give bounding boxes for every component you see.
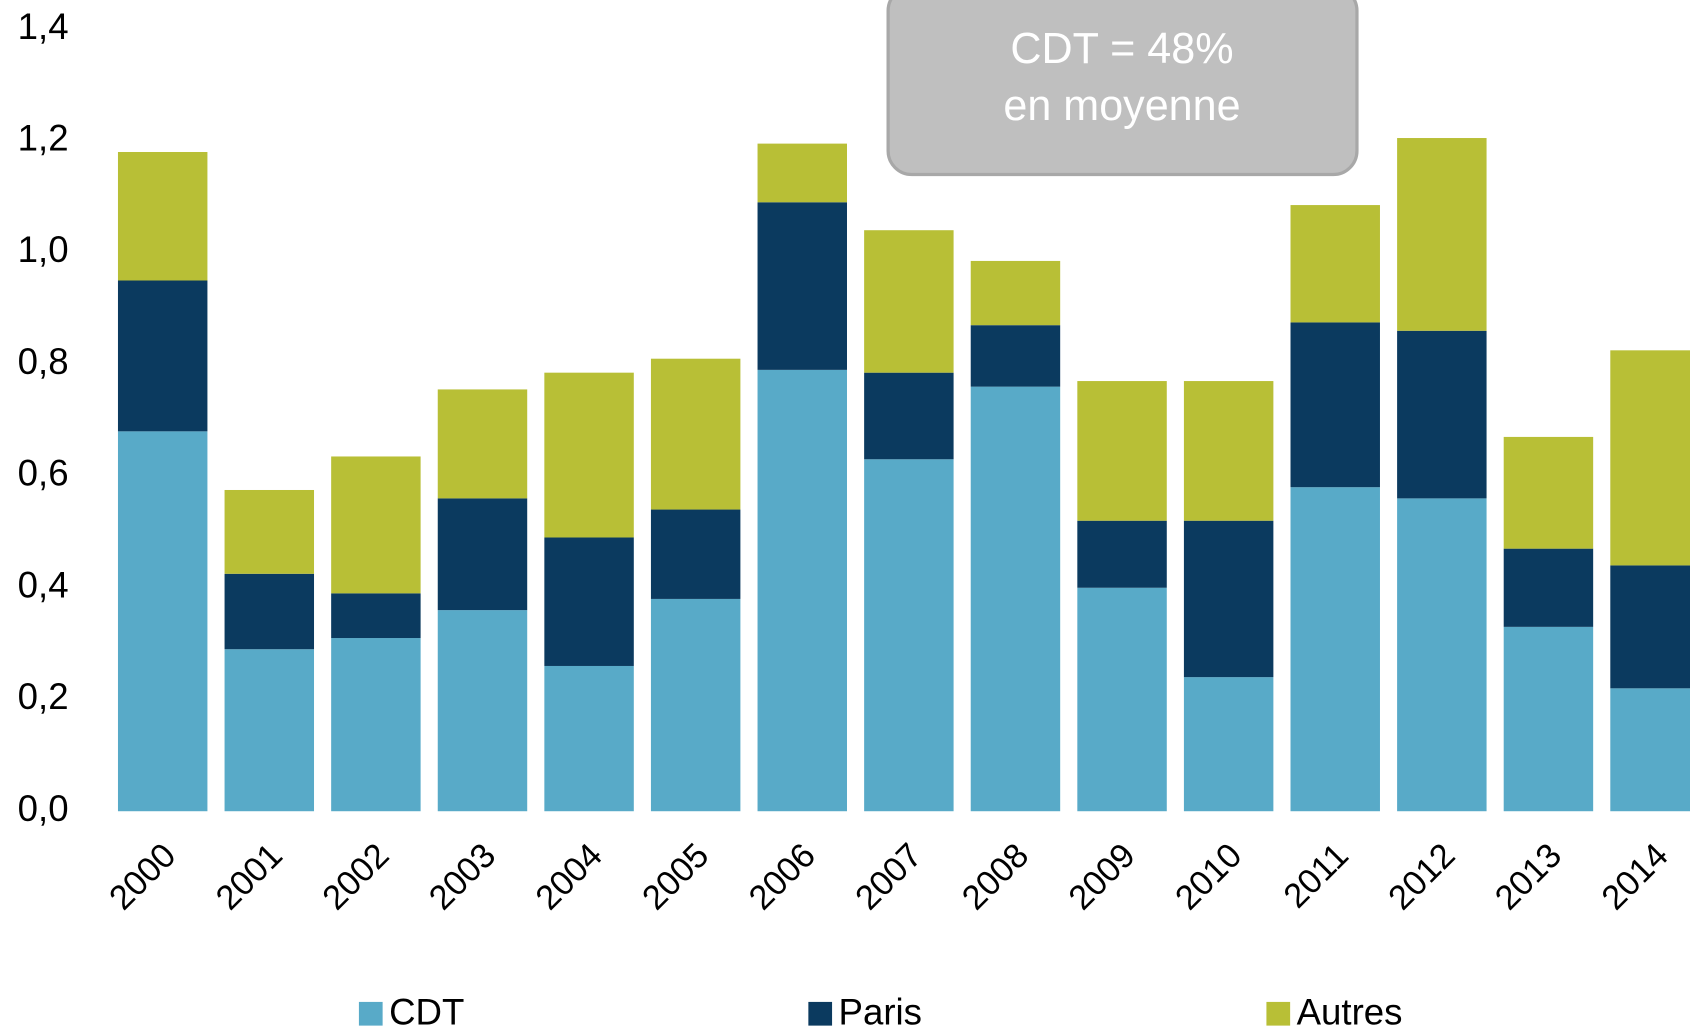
bar-segment — [1503, 626, 1594, 812]
bar-segment — [1077, 520, 1167, 588]
legend-label: Autres — [1297, 992, 1403, 1031]
bar-segment — [117, 280, 208, 432]
bar-segment — [1610, 350, 1690, 566]
x-tick-label: 2002 — [315, 836, 396, 917]
bar-segment — [544, 665, 634, 812]
bar-segment — [1290, 487, 1380, 812]
y-tick-label: 0,6 — [18, 453, 69, 494]
bar-segment — [757, 143, 847, 203]
bar-segment — [1503, 548, 1594, 627]
bar-segment — [437, 498, 528, 611]
bar-segment — [224, 649, 315, 812]
bar-segment — [224, 489, 315, 574]
y-tick-label: 0,2 — [18, 676, 69, 717]
bar-segment — [1077, 587, 1167, 812]
plot: 0,0 0,2 0,4 0,6 0,8 1,0 1,2 1,4 2000 2001 2002 2003… — [18, 6, 1690, 1031]
bar-segment — [864, 372, 954, 460]
x-tick-label: 2000 — [102, 836, 183, 917]
bar-segment — [650, 358, 741, 510]
bar-segment — [1290, 205, 1380, 323]
bar-segment — [1397, 498, 1487, 812]
bar-segment — [970, 386, 1061, 812]
y-tick-label: 0,4 — [18, 564, 69, 605]
x-tick-label: 2007 — [848, 836, 929, 917]
y-tick-label: 0,0 — [18, 788, 69, 829]
bar-segment — [970, 325, 1061, 387]
bar-segment — [757, 369, 847, 812]
bar-segment — [544, 372, 634, 538]
bar-segment — [1077, 381, 1167, 521]
bar-segment — [1183, 381, 1274, 521]
x-tick-label: 2006 — [742, 836, 823, 917]
bar-segment — [331, 638, 421, 812]
bar-segment — [331, 593, 421, 639]
x-tick-label: 2012 — [1381, 836, 1462, 917]
bar-segment — [757, 202, 847, 370]
bar-segment — [864, 459, 954, 812]
y-tick-label: 1,4 — [18, 6, 69, 47]
bar-segment — [1183, 520, 1274, 678]
bar-segment — [1503, 436, 1594, 549]
bar-segment — [1397, 138, 1487, 331]
bar-segment — [117, 151, 208, 281]
x-tick-label: 2001 — [209, 836, 290, 917]
bar-segment — [544, 537, 634, 666]
bar-segment — [224, 573, 315, 650]
x-tick-label: 2009 — [1062, 836, 1143, 917]
bar-segment — [650, 509, 741, 599]
x-tick-label: 2014 — [1595, 836, 1676, 917]
bar-segment — [331, 456, 421, 594]
bar-segment — [1397, 330, 1487, 499]
annotation-line: en moyenne — [1003, 82, 1240, 130]
legend-swatch — [358, 1001, 383, 1026]
y-tick-label: 1,0 — [18, 229, 69, 270]
x-tick-label: 2004 — [529, 836, 610, 917]
x-tick-label: 2003 — [422, 836, 503, 917]
annotation-line: CDT = 48% — [1010, 25, 1233, 73]
y-tick-label: 0,8 — [18, 341, 69, 382]
bar-segment — [970, 260, 1061, 326]
bar-segment — [1610, 688, 1690, 812]
bar-segment — [864, 230, 954, 373]
bar-segment — [117, 431, 208, 812]
x-tick-label: 2008 — [955, 836, 1036, 917]
x-tick-label: 2011 — [1277, 836, 1356, 915]
bar-segment — [650, 598, 741, 812]
bar-segment — [437, 610, 528, 812]
legend-label: Paris — [839, 992, 922, 1031]
bar-segment — [1610, 565, 1690, 689]
bar-segment — [1183, 677, 1274, 812]
x-tick-label: 2005 — [635, 836, 716, 917]
legend-label: CDT — [389, 992, 464, 1031]
annotation-box — [886, 0, 1359, 177]
legend-swatch — [808, 1001, 833, 1026]
legend-swatch — [1266, 1001, 1291, 1026]
bar-segment — [437, 389, 528, 499]
x-tick-label: 2010 — [1168, 836, 1249, 917]
y-tick-label: 1,2 — [18, 117, 69, 158]
bar-segment — [1290, 322, 1380, 488]
x-tick-label: 2013 — [1488, 836, 1569, 917]
